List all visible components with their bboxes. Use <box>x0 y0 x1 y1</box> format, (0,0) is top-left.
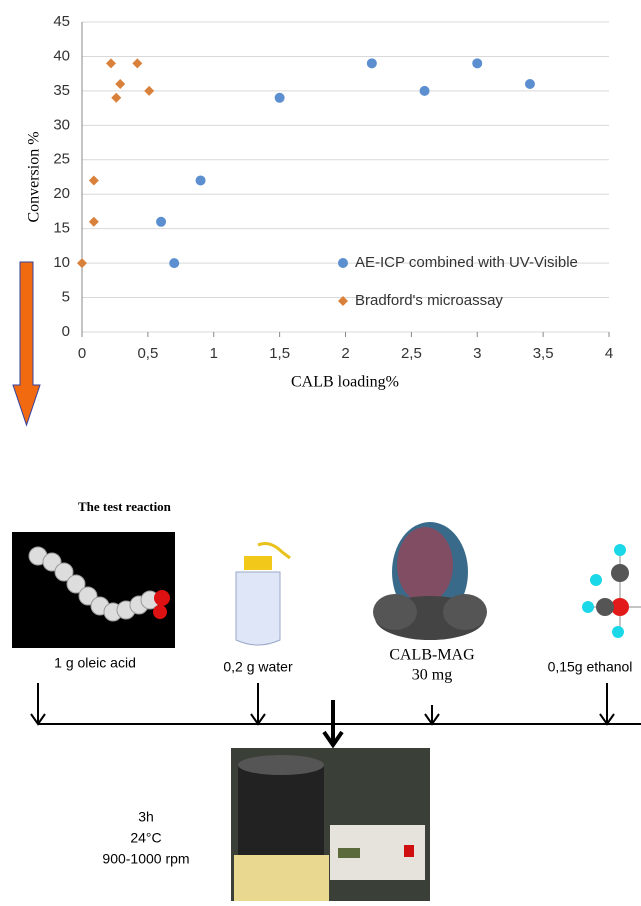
y-tick-label: 35 <box>53 82 70 99</box>
y-tick-label: 10 <box>53 254 70 271</box>
legend-label: AE-ICP combined with UV-Visible <box>355 254 578 271</box>
calb-mag-image <box>373 522 487 640</box>
condition-label: 900-1000 rpm <box>102 851 189 867</box>
connectors <box>30 683 641 749</box>
point <box>105 58 116 69</box>
x-tick-label: 2,5 <box>401 345 422 362</box>
x-tick-label: 0,5 <box>137 345 158 362</box>
diagram-title: The test reaction <box>78 499 172 514</box>
y-tick-label: 40 <box>53 47 70 64</box>
y-tick-label: 25 <box>53 151 70 168</box>
oleic-acid-image <box>12 532 175 648</box>
y-tick-label: 0 <box>62 323 70 340</box>
point <box>274 92 285 103</box>
reagent-label: 1 g oleic acid <box>54 655 136 671</box>
reagent-label: 0,15g ethanol <box>548 659 633 675</box>
point <box>77 258 87 269</box>
x-tick-label: 3,5 <box>533 345 554 362</box>
point <box>111 92 122 103</box>
x-tick-label: 3 <box>473 345 481 362</box>
reactor-photo <box>231 748 430 901</box>
x-axis-label: CALB loading% <box>291 374 399 391</box>
point <box>88 216 99 227</box>
ethanol-image <box>582 544 641 638</box>
y-tick-label: 45 <box>53 13 70 30</box>
y-tick-label: 15 <box>53 220 70 237</box>
point <box>88 175 99 186</box>
legend-label: Bradford's microassay <box>355 292 503 309</box>
y-axis-label: Conversion % <box>26 131 43 222</box>
x-tick-label: 1 <box>210 345 218 362</box>
down-arrow <box>12 261 41 427</box>
point <box>366 58 377 69</box>
point <box>115 79 126 89</box>
x-tick-label: 1,5 <box>269 345 290 362</box>
condition-label: 3h <box>138 809 154 825</box>
y-tick-label: 5 <box>62 289 70 306</box>
point <box>419 85 430 96</box>
water-bottle-image <box>235 542 291 646</box>
legend-marker <box>338 296 348 306</box>
x-tick-label: 2 <box>341 345 349 362</box>
point <box>132 58 143 69</box>
reagent-label: 30 mg <box>412 667 452 684</box>
point <box>524 79 535 89</box>
point <box>156 216 167 227</box>
y-tick-label: 30 <box>53 116 70 133</box>
legend-marker <box>338 258 348 268</box>
y-tick-label: 20 <box>53 185 70 202</box>
condition-label: 24°C <box>130 830 161 846</box>
point <box>144 85 155 96</box>
x-tick-label: 4 <box>605 345 613 362</box>
point <box>169 258 180 269</box>
point <box>195 175 206 186</box>
reagent-label: CALB-MAG <box>389 647 475 664</box>
point <box>472 58 483 69</box>
x-tick-label: 0 <box>78 345 86 362</box>
reagent-label: 0,2 g water <box>223 659 293 675</box>
